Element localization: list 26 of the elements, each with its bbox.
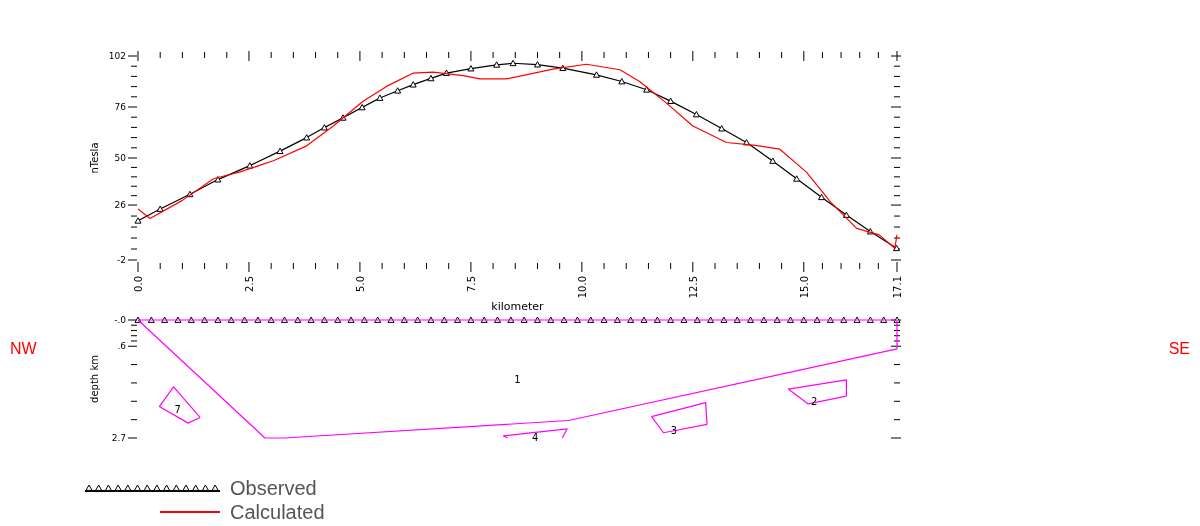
y-axis-title: depth km [89,355,100,403]
y-tick-label: .6 [117,341,127,352]
y-tick-label: 2.7 [111,433,126,443]
text: NW [10,340,38,357]
legend-label: Calculated [230,501,325,523]
y-tick-label: 50 [114,153,127,163]
series-label: 7 [174,403,181,415]
y-axis-title: nTesla [89,142,100,174]
x-tick-label: 2.5 [243,276,255,292]
x-tick-label: 17.1 [892,276,903,299]
x-tick-label: 15.0 [798,276,810,299]
text: SE [1168,340,1190,357]
x-tick-label: 10.0 [576,276,588,299]
y-tick-label: 26 [114,200,127,211]
x-tick-label: 5.0 [354,276,366,292]
annotation: 1 [514,374,521,385]
x-tick-label: 7.5 [465,276,477,292]
series-label: 4 [532,432,539,444]
legend-label: Observed [230,477,317,499]
y-tick-label: -.0 [114,315,127,325]
x-tick-label: 0.0 [133,276,144,292]
x-tick-label: 12.5 [687,276,699,299]
y-tick-label: -2 [117,255,126,265]
x-axis-title: kilometer [491,300,545,313]
y-tick-label: 102 [108,51,126,61]
y-tick-label: 76 [114,102,127,112]
